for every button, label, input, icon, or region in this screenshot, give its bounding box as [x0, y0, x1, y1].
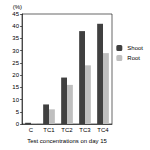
svg-text:TC3: TC3	[79, 127, 91, 133]
svg-text:TC1: TC1	[43, 127, 55, 133]
svg-text:Shoot: Shoot	[127, 45, 143, 51]
svg-text:Root: Root	[127, 55, 140, 61]
svg-text:0: 0	[16, 121, 20, 127]
svg-text:Test concentrations on day 15: Test concentrations on day 15	[27, 138, 107, 144]
svg-text:10: 10	[12, 97, 19, 103]
svg-text:C: C	[29, 127, 34, 133]
svg-text:15: 15	[12, 84, 19, 90]
svg-text:20: 20	[12, 72, 19, 78]
svg-text:TC4: TC4	[97, 127, 109, 133]
svg-text:TC2: TC2	[61, 127, 73, 133]
svg-text:45: 45	[12, 11, 19, 17]
svg-text:25: 25	[12, 60, 19, 66]
svg-text:5: 5	[16, 109, 20, 115]
svg-text:35: 35	[12, 35, 19, 41]
svg-text:30: 30	[12, 48, 19, 54]
svg-text:(%): (%)	[13, 4, 22, 10]
svg-text:40: 40	[12, 23, 19, 29]
